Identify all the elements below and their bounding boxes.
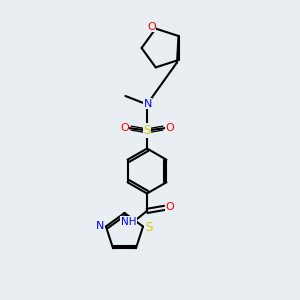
Text: O: O [147, 22, 156, 32]
Text: S: S [146, 220, 153, 234]
Text: O: O [165, 123, 174, 133]
Text: N: N [96, 221, 105, 231]
Text: O: O [120, 123, 129, 133]
Text: N: N [143, 99, 152, 109]
Text: O: O [165, 202, 174, 212]
Text: S: S [143, 124, 151, 137]
Text: NH: NH [121, 217, 136, 227]
